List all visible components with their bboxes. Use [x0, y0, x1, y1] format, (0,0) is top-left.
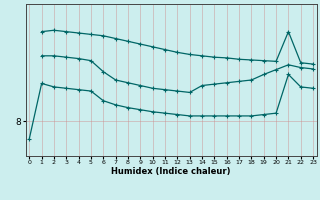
X-axis label: Humidex (Indice chaleur): Humidex (Indice chaleur)	[111, 167, 231, 176]
